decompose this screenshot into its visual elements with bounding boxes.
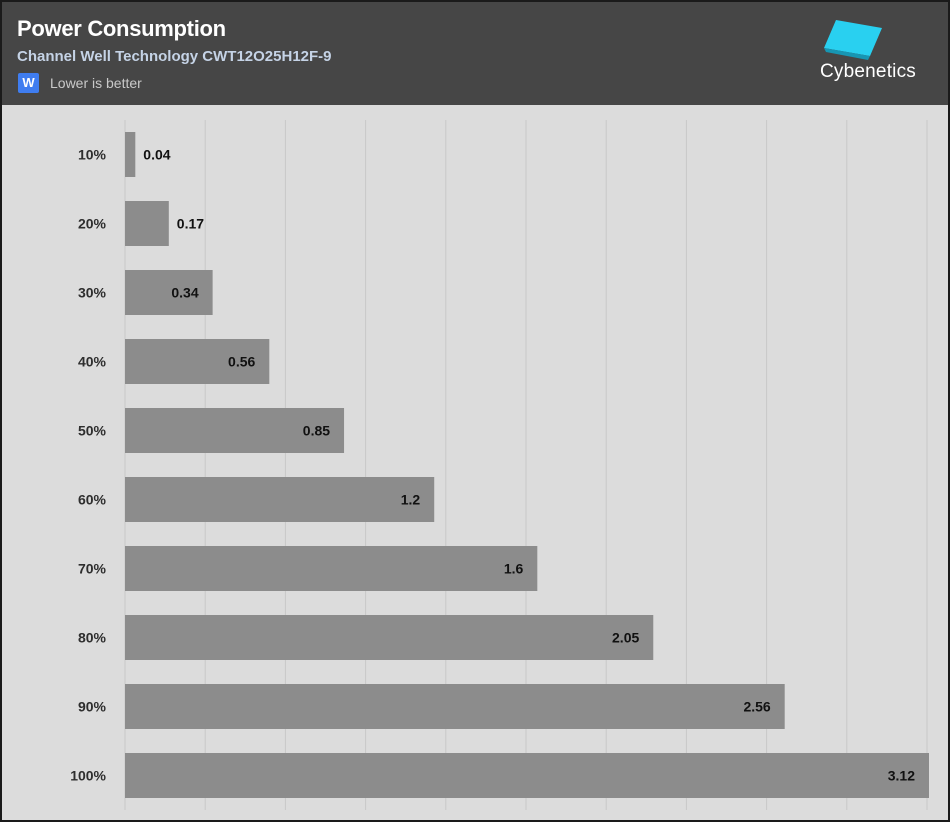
chart-title: Power Consumption xyxy=(17,16,226,41)
chart-header: Power Consumption Channel Well Technolog… xyxy=(2,2,948,105)
bar-50pct xyxy=(125,408,345,453)
bar-80pct xyxy=(125,615,654,660)
bar-10pct xyxy=(125,132,136,177)
bar-40pct xyxy=(125,339,270,384)
bar-60pct xyxy=(125,477,435,522)
category-tick-label: 50% xyxy=(78,423,107,439)
category-tick-label: 80% xyxy=(78,630,107,646)
brand-logo-text: Cybenetics xyxy=(820,61,916,82)
value-label: 1.2 xyxy=(401,492,421,508)
category-tick-label: 100% xyxy=(70,768,106,784)
category-tick-label: 10% xyxy=(78,147,107,163)
cybenetics-logo-icon xyxy=(824,20,882,60)
category-tick-label: 70% xyxy=(78,561,107,577)
chart-subtitle: Channel Well Technology CWT12O25H12F-9 xyxy=(17,48,332,65)
category-tick-label: 60% xyxy=(78,492,107,508)
bar-70pct xyxy=(125,546,538,591)
value-label: 0.85 xyxy=(303,423,330,439)
value-label: 0.04 xyxy=(143,147,170,163)
value-label: 0.17 xyxy=(177,216,204,232)
bar-20pct xyxy=(125,201,169,246)
value-label: 0.56 xyxy=(228,354,255,370)
value-label: 2.05 xyxy=(612,630,639,646)
category-tick-label: 20% xyxy=(78,216,107,232)
value-label: 1.6 xyxy=(504,561,524,577)
labels: 10% 0.04 20% 0.17 30% 0.34 40% 0.56 50% 0.85 60% 1.… xyxy=(70,147,915,784)
category-tick-label: 30% xyxy=(78,285,107,301)
bar-30pct xyxy=(125,270,213,315)
category-tick-label: 40% xyxy=(78,354,107,370)
bar-100pct xyxy=(125,753,929,798)
bar-90pct xyxy=(125,684,785,729)
value-label: 2.56 xyxy=(743,699,770,715)
value-label: 0.34 xyxy=(171,285,198,301)
bars xyxy=(125,132,929,798)
category-tick-label: 90% xyxy=(78,699,107,715)
unit-badge: W xyxy=(18,73,39,93)
unit-note: Lower is better xyxy=(50,75,142,91)
value-label: 3.12 xyxy=(888,768,915,784)
